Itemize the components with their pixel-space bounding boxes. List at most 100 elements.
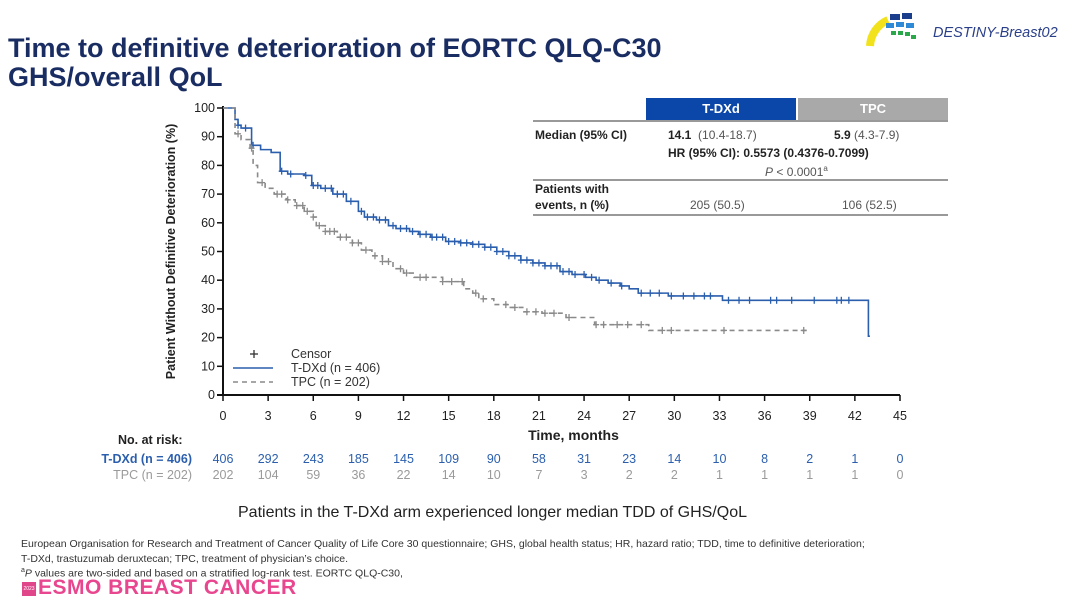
tpc-censor-mark [355, 239, 362, 247]
tpc-censor-mark [600, 321, 607, 329]
tpc-censor-mark [284, 196, 291, 204]
x-tick-label: 18 [487, 409, 501, 423]
tpc-censor-mark [385, 258, 392, 266]
tdxd-censor-mark [423, 230, 430, 238]
tdxd-censor-mark [560, 268, 567, 276]
p-value: P < 0.0001a [765, 164, 828, 179]
tpc-censor-mark [668, 326, 675, 334]
tdxd-censor-mark [287, 170, 294, 178]
footnote-line3-text: values are two-sided and based on a stra… [31, 567, 403, 580]
legend-censor-icon [250, 350, 258, 358]
at-risk-tdxd-value: 292 [257, 452, 279, 466]
p-superscript: a [823, 164, 828, 173]
tdxd-censor-mark [535, 259, 542, 267]
tpc-censor-mark [379, 258, 386, 266]
x-tick-label: 42 [848, 409, 862, 423]
tdxd-censor-mark [235, 121, 242, 129]
y-tick-label: 80 [201, 158, 215, 172]
x-tick-label: 30 [667, 409, 681, 423]
tdxd-censor-mark [529, 259, 536, 267]
tdxd-censor-mark [347, 197, 354, 205]
tdxd-censor-mark [314, 181, 321, 189]
at-risk-tdxd-value: 31 [577, 452, 592, 466]
tdxd-censor-mark [439, 233, 446, 241]
tdxd-censor-mark [656, 289, 663, 297]
tdxd-censor-mark [328, 184, 335, 192]
tpc-censor-mark [293, 202, 300, 210]
x-tick-label: 6 [310, 409, 317, 423]
legend-label: TPC (n = 202) [291, 375, 370, 389]
hr-label: HR (95% CI): [668, 146, 741, 160]
tdxd-censor-mark [541, 262, 548, 270]
tdxd-censor-mark [278, 167, 285, 175]
hr-value: 0.5573 (0.4376-0.7099) [743, 146, 869, 160]
x-tick-label: 21 [532, 409, 546, 423]
tdxd-censor-mark [680, 292, 687, 300]
tpc-censor-mark [417, 273, 424, 281]
at-risk-tpc-value: 1 [851, 468, 859, 482]
tdxd-censor-mark [463, 239, 470, 247]
tdxd-censor-mark [553, 262, 560, 270]
at-risk-tdxd-value: 58 [531, 452, 546, 466]
slide-title-line2: GHS/overall QoL [8, 62, 223, 92]
destiny-logo-icon [866, 13, 916, 47]
at-risk-tdxd-value: 0 [896, 452, 904, 466]
at-risk-tpc-value: 14 [441, 468, 456, 482]
study-logo-text: DESTINY-Breast02 [933, 25, 1058, 41]
tpc-censor-mark [472, 289, 479, 297]
y-tick-label: 60 [201, 216, 215, 230]
y-tick-label: 90 [201, 130, 215, 144]
tdxd-censor-mark [647, 289, 654, 297]
tdxd-censor-mark [382, 216, 389, 224]
y-tick-label: 0 [208, 388, 215, 402]
at-risk-tdxd-value: 14 [667, 452, 682, 466]
slide-title-line1: Time to definitive deterioration of EORT… [8, 33, 662, 63]
at-risk-tpc-value: 1 [715, 468, 723, 482]
tdxd-censor-mark [505, 252, 512, 260]
tdxd-censor-mark [701, 292, 708, 300]
table-header-tpc: TPC [798, 98, 948, 120]
y-tick-label: 10 [201, 359, 215, 373]
footnote-line3: aP values are two-sided and based on a s… [21, 567, 403, 580]
tdxd-censor-mark [340, 190, 347, 198]
tdxd-censor-mark [596, 276, 603, 284]
events-label-2: events, n (%) [535, 198, 610, 212]
tdxd-censor-mark [838, 296, 845, 304]
median-label: Median (95% CI) [535, 128, 628, 142]
tdxd-censor-mark [457, 239, 464, 247]
at-risk-tpc-value: 0 [896, 468, 904, 482]
at-risk-tpc-value: 59 [306, 468, 321, 482]
at-risk-tdxd-value: 23 [622, 452, 637, 466]
at-risk-tdxd-value: 90 [486, 452, 501, 466]
tdxd-censor-mark [403, 225, 410, 233]
tdxd-censor-mark [397, 225, 404, 233]
tpc-censor-mark [638, 321, 645, 329]
tpc-censor-mark [349, 239, 356, 247]
tpc-censor-mark [659, 326, 666, 334]
tdxd-censor-mark [511, 252, 518, 260]
tdxd-median-ci: (10.4-18.7) [698, 128, 757, 142]
tdxd-censor-mark [767, 296, 774, 304]
tdxd-censor-mark [523, 256, 530, 264]
tdxd-censor-mark [433, 233, 440, 241]
tdxd-censor-mark [725, 296, 732, 304]
tdxd-events: 205 (50.5) [690, 198, 745, 212]
tpc-censor-mark [337, 233, 344, 241]
tdxd-censor-mark [811, 296, 818, 304]
tdxd-censor-mark [475, 240, 482, 248]
tpc-censor-mark [624, 321, 631, 329]
at-risk-tpc-value: 10 [486, 468, 501, 482]
tdxd-censor-mark [788, 296, 795, 304]
x-tick-label: 45 [893, 409, 907, 423]
y-tick-label: 20 [201, 331, 215, 345]
at-risk-tpc-value: 22 [396, 468, 411, 482]
legend-label: Censor [291, 347, 331, 361]
tpc-censor-mark [362, 246, 369, 254]
tdxd-censor-mark [547, 262, 554, 270]
hazard-ratio: HR (95% CI): 0.5573 (0.4376-0.7099) [668, 146, 869, 160]
tdxd-censor-mark [638, 289, 645, 297]
at-risk-tdxd-value: 185 [347, 452, 369, 466]
tdxd-censor-mark [390, 222, 397, 230]
